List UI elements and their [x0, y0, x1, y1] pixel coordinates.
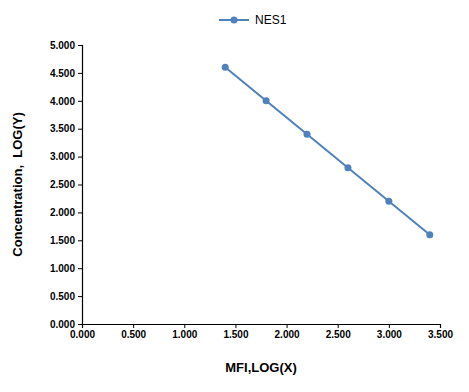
point: [263, 97, 270, 104]
tick: 3.500: [50, 123, 82, 134]
tick: 4.000: [50, 96, 82, 107]
tick-mark: [78, 185, 82, 186]
tick: 1.000: [172, 324, 197, 340]
chart: 0.000 0.500 1.000 1.500 2.000 2.500 3.000 3.500…: [0, 0, 469, 392]
tick: 1.500: [50, 235, 82, 246]
tick-label: 5.000: [50, 40, 75, 51]
tick-label: 0.000: [70, 329, 95, 340]
tick: 0.500: [121, 324, 146, 340]
tick: 3.000: [377, 324, 402, 340]
tick-label: 2.000: [50, 207, 75, 218]
tick: 0.500: [50, 291, 82, 302]
tick-label: 3.000: [377, 329, 402, 340]
tick-mark: [235, 324, 236, 328]
tick-label: 1.500: [223, 329, 248, 340]
legend-marker: [231, 17, 238, 24]
axis-line: [78, 46, 83, 325]
tick-mark: [78, 101, 82, 102]
tick-mark: [78, 129, 82, 130]
tick-mark: [338, 324, 339, 328]
tick-mark: [389, 324, 390, 328]
tick-label: 1.000: [50, 263, 75, 274]
tick-label: 0.500: [50, 291, 75, 302]
tick-mark: [133, 324, 134, 328]
tick-label: 2.500: [326, 329, 351, 340]
tick-label: 4.500: [50, 68, 75, 79]
point: [426, 231, 433, 238]
legend: NES1: [219, 13, 287, 27]
tick: 2.000: [275, 324, 300, 340]
tick-mark: [78, 45, 82, 46]
tick-label: 1.000: [172, 329, 197, 340]
axis-line: [83, 325, 441, 329]
tick-label: 4.000: [50, 96, 75, 107]
tick: 1.500: [223, 324, 248, 340]
tick: 0.000: [50, 319, 82, 330]
tick: 3.000: [50, 151, 82, 162]
tick-mark: [78, 212, 82, 213]
tick-label: 2.500: [50, 179, 75, 190]
tick-mark: [78, 268, 82, 269]
tick: 3.500: [428, 324, 453, 340]
point: [222, 64, 229, 71]
plot: 0.000 0.500 1.000 1.500 2.000 2.500 3.000 3.500…: [50, 40, 453, 340]
tick-label: 1.500: [50, 235, 75, 246]
x-axis-title: MFI,LOG(X): [225, 360, 297, 375]
point: [344, 164, 351, 171]
tick-mark: [78, 240, 82, 241]
y-axis-title: Concentration, LOG(Y): [10, 112, 25, 256]
tick-mark: [440, 324, 441, 328]
tick-label: 3.500: [428, 329, 453, 340]
data-marks: [222, 64, 434, 238]
tick: 1.000: [50, 263, 82, 274]
tick-label: 3.500: [50, 123, 75, 134]
tick: 5.000: [50, 40, 82, 51]
point: [304, 131, 311, 138]
tick-mark: [78, 73, 82, 74]
tick-label: 3.000: [50, 151, 75, 162]
series-line: [225, 67, 430, 234]
x-axis: 0.000 0.500 1.000 1.500 2.000 2.500 3.000 3.500: [70, 324, 453, 340]
legend-label: NES1: [255, 13, 287, 27]
tick-label: 2.000: [275, 329, 300, 340]
tick: 2.500: [326, 324, 351, 340]
tick-mark: [78, 324, 82, 325]
tick-label: 0.000: [50, 319, 75, 330]
legend-item: NES1: [219, 13, 287, 27]
tick: 2.000: [50, 207, 82, 218]
tick-mark: [78, 157, 82, 158]
tick: 2.500: [50, 179, 82, 190]
y-axis: 0.000 0.500 1.000 1.500 2.000 2.500 3.000 3.500…: [50, 40, 83, 330]
tick-mark: [78, 296, 82, 297]
tick-mark: [287, 324, 288, 328]
tick-label: 0.500: [121, 329, 146, 340]
point: [385, 198, 392, 205]
tick-mark: [184, 324, 185, 328]
tick: 4.500: [50, 68, 82, 79]
